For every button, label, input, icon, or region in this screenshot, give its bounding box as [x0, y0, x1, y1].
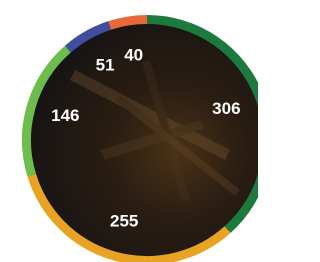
- value-label: 146: [51, 106, 79, 125]
- chart: 306 255 146 51 40: [0, 0, 258, 262]
- value-label: 51: [96, 56, 115, 75]
- value-label: 255: [110, 211, 138, 230]
- value-label: 40: [124, 46, 143, 65]
- value-label: 306: [212, 99, 240, 118]
